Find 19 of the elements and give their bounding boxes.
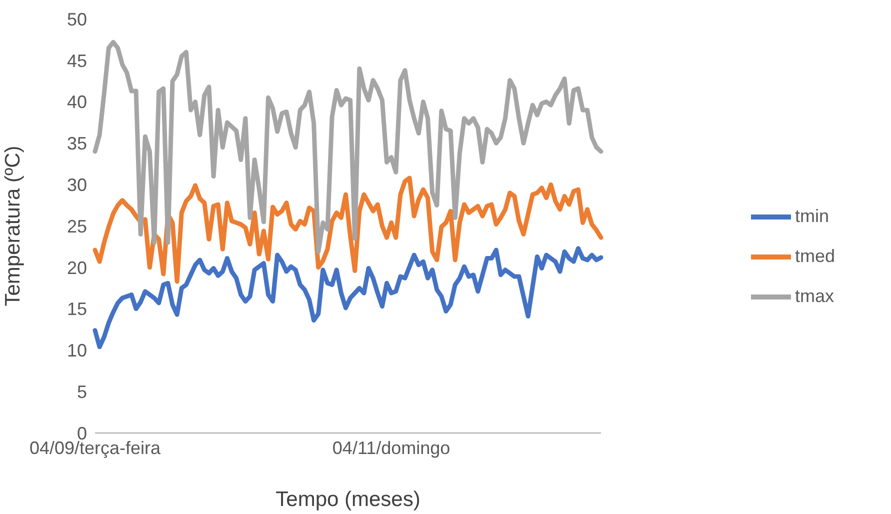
y-tick-label: 50 — [66, 9, 87, 30]
y-tick-label: 10 — [66, 340, 87, 361]
legend-label: tmin — [795, 206, 830, 226]
y-tick-label: 30 — [66, 174, 87, 195]
y-axis-title: Temperatura (ºC) — [1, 146, 24, 306]
line-series — [92, 40, 604, 254]
y-tick-label: 35 — [66, 134, 87, 154]
legend-label: tmax — [795, 286, 834, 306]
x-tick-label: 04/11/domingo — [332, 438, 450, 458]
x-axis-title: Tempo (meses) — [276, 488, 420, 511]
y-tick-label: 5 — [76, 382, 87, 402]
y-tick-label: 40 — [66, 92, 87, 112]
y-tick-label: 15 — [66, 299, 87, 320]
y-tick-label: 45 — [66, 50, 87, 71]
y-tick-label: 20 — [66, 258, 87, 278]
line-series — [92, 176, 604, 284]
y-tick-label: 25 — [66, 216, 87, 236]
line-series — [92, 246, 604, 350]
legend-label: tmed — [795, 246, 836, 266]
